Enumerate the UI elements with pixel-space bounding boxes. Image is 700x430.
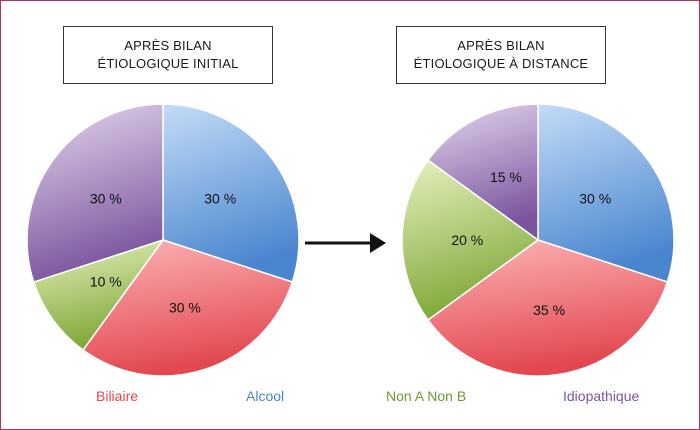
pie-slice-biliaire xyxy=(426,239,669,377)
slice-label-alcool: 30 % xyxy=(579,190,611,206)
slice-label-non-a-non-b: 20 % xyxy=(451,232,483,248)
slice-label-non-a-non-b: 10 % xyxy=(90,274,122,290)
left-chart-title-line-1: APRÈS BILAN xyxy=(124,38,212,53)
pie-chart-distance: 30 % 35 % 20 % 15 % xyxy=(401,103,675,377)
slice-label-biliaire: 35 % xyxy=(533,302,565,318)
pie-chart-initial: 30 % 30 % 10 % 30 % xyxy=(26,103,300,377)
slice-label-biliaire: 30 % xyxy=(169,299,201,315)
slice-label-alcool: 30 % xyxy=(204,190,236,206)
slice-label-idiopathique: 30 % xyxy=(90,190,122,206)
pie-slice-idiopathique xyxy=(26,103,164,283)
right-arrow-icon xyxy=(305,233,386,253)
right-chart-title-line-1: APRÈS BILAN xyxy=(457,38,545,53)
legend-alcool: Alcool xyxy=(246,388,285,404)
right-chart-title: APRÈS BILAN ÉTIOLOGIQUE À DISTANCE xyxy=(396,26,606,84)
right-chart-title-line-2: ÉTIOLOGIQUE À DISTANCE xyxy=(413,56,589,71)
pie-slice-alcool xyxy=(162,103,300,283)
legend-non-a-non-b: Non A Non B xyxy=(386,388,467,404)
pie-slice-non-a-non-b xyxy=(401,159,540,321)
pie-slice-alcool xyxy=(537,103,675,283)
legend-biliaire: Biliaire xyxy=(96,388,139,404)
pie-slice-non-a-non-b xyxy=(32,238,165,352)
slice-label-idiopathique: 15 % xyxy=(490,169,522,185)
pie-slice-idiopathique xyxy=(426,103,539,242)
pie-slice-biliaire xyxy=(82,239,294,377)
left-chart-title-line-2: ÉTIOLOGIQUE INITIAL xyxy=(97,56,239,71)
left-chart-title: APRÈS BILAN ÉTIOLOGIQUE INITIAL xyxy=(63,26,273,84)
legend-idiopathique: Idiopathique xyxy=(563,388,640,404)
